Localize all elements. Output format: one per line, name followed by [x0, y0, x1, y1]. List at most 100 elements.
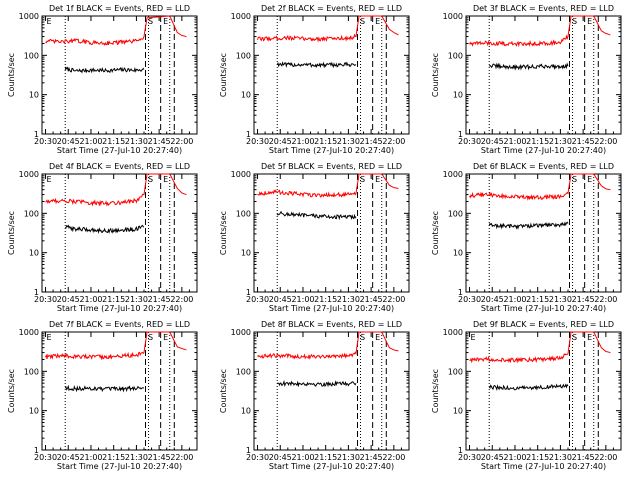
y-tick-label: 100 [24, 51, 39, 60]
chart-title: Det 1f BLACK = Events, RED = LLD [49, 4, 190, 13]
x-tick-label: 20:30 [458, 295, 481, 304]
plot-frame [465, 331, 622, 451]
y-tick-label: 1000 [443, 12, 463, 21]
y-tick-label: 1000 [231, 12, 251, 21]
plot-frame [253, 331, 410, 451]
x-tick-label: 21:15 [102, 137, 125, 146]
y-tick-label: 100 [448, 367, 463, 376]
x-tick-label: 21:45 [360, 453, 383, 462]
x-axis-label: Start Time (27-Jul-10 20:27:40) [269, 304, 394, 313]
event-marker-label: E [47, 175, 52, 184]
chart-panel: Det 3f BLACK = Events, RED = LLD 1 10 100 10… [431, 4, 622, 155]
chart-panel: Det 8f BLACK = Events, RED = LLD 1 10 100 10… [219, 320, 410, 471]
y-tick-label: 100 [24, 209, 39, 218]
x-tick-label: 21:45 [148, 295, 171, 304]
y-tick-label: 100 [236, 209, 251, 218]
x-tick-label: 21:00 [291, 295, 314, 304]
y-tick-label: 100 [24, 367, 39, 376]
plot-frame [465, 173, 622, 293]
x-tick-label: 21:45 [572, 295, 595, 304]
plot-frame [253, 173, 410, 293]
event-marker-label: S [360, 333, 365, 342]
x-tick-label: 21:00 [291, 137, 314, 146]
x-tick-label: 20:45 [481, 137, 504, 146]
x-tick-label: 20:30 [458, 453, 481, 462]
series-events-line [276, 210, 357, 221]
event-marker-label: E [163, 333, 168, 342]
x-tick-label: 22:00 [594, 137, 617, 146]
x-tick-label: 20:30 [34, 137, 57, 146]
x-axis-label: Start Time (27-Jul-10 20:27:40) [57, 146, 182, 155]
y-axis-label: Counts/sec [431, 369, 440, 413]
chart-panel: Det 5f BLACK = Events, RED = LLD 1 10 100 10… [219, 162, 410, 313]
x-tick-label: 21:00 [79, 295, 102, 304]
y-tick-label: 100 [236, 367, 251, 376]
y-axis-label: Counts/sec [431, 53, 440, 97]
x-axis-label: Start Time (27-Jul-10 20:27:40) [57, 304, 182, 313]
y-tick-label: 1 [458, 288, 463, 297]
x-tick-label: 20:30 [246, 453, 269, 462]
y-tick-label: 1 [458, 446, 463, 455]
series-lld-line [257, 15, 399, 43]
x-axis-label: Start Time (27-Jul-10 20:27:40) [269, 462, 394, 471]
event-marker-label: S [360, 175, 365, 184]
x-tick-label: 20:45 [269, 137, 292, 146]
series-lld-line [257, 331, 399, 360]
series-lld-line [469, 173, 611, 201]
y-axis-label: Counts/sec [431, 211, 440, 255]
x-tick-label: 21:30 [549, 137, 572, 146]
x-tick-label: 20:30 [246, 137, 269, 146]
series-events-line [276, 61, 357, 69]
x-tick-label: 21:45 [360, 295, 383, 304]
x-tick-label: 21:15 [526, 137, 549, 146]
y-tick-label: 1 [34, 446, 39, 455]
series-lld-line [257, 173, 399, 198]
x-tick-label: 21:30 [337, 137, 360, 146]
x-tick-label: 20:30 [458, 137, 481, 146]
y-tick-label: 1 [458, 130, 463, 139]
y-tick-label: 10 [29, 91, 39, 100]
chart-panel: Det 9f BLACK = Events, RED = LLD 1 10 100 10… [431, 320, 622, 471]
y-tick-label: 1000 [443, 170, 463, 179]
x-tick-label: 20:45 [57, 453, 80, 462]
x-tick-label: 21:15 [314, 453, 337, 462]
x-tick-label: 21:45 [148, 137, 171, 146]
series-lld-line [469, 15, 611, 48]
plot-frame [41, 15, 198, 135]
chart-title: Det 6f BLACK = Events, RED = LLD [473, 162, 614, 171]
y-tick-label: 10 [453, 91, 463, 100]
event-marker-label: E [47, 17, 52, 26]
series-events-line [277, 379, 357, 388]
x-axis-label: Start Time (27-Jul-10 20:27:40) [481, 146, 606, 155]
event-marker-label: S [572, 333, 577, 342]
x-tick-label: 20:45 [481, 453, 504, 462]
event-marker-label: E [587, 175, 592, 184]
event-marker-label: S [148, 333, 153, 342]
y-tick-label: 1 [34, 130, 39, 139]
x-tick-label: 21:00 [291, 453, 314, 462]
y-tick-label: 1000 [231, 170, 251, 179]
x-tick-label: 21:15 [314, 137, 337, 146]
x-tick-label: 21:00 [503, 453, 526, 462]
x-tick-label: 21:15 [102, 453, 125, 462]
series-events-line [488, 221, 569, 230]
plot-frame [41, 173, 198, 293]
x-tick-label: 21:30 [125, 453, 148, 462]
series-events-line [488, 383, 569, 391]
series-lld-line [45, 331, 187, 361]
x-tick-label: 20:45 [57, 137, 80, 146]
x-tick-label: 21:15 [314, 295, 337, 304]
y-tick-label: 10 [453, 407, 463, 416]
x-tick-label: 21:30 [125, 137, 148, 146]
chart-title: Det 5f BLACK = Events, RED = LLD [261, 162, 402, 171]
x-axis-label: Start Time (27-Jul-10 20:27:40) [481, 462, 606, 471]
y-axis-label: Counts/sec [219, 211, 228, 255]
chart-title: Det 3f BLACK = Events, RED = LLD [473, 4, 614, 13]
y-axis-label: Counts/sec [219, 369, 228, 413]
y-tick-label: 100 [448, 51, 463, 60]
x-tick-label: 20:30 [34, 453, 57, 462]
x-tick-label: 21:00 [79, 137, 102, 146]
event-marker-label: E [163, 175, 168, 184]
x-axis-label: Start Time (27-Jul-10 20:27:40) [57, 462, 182, 471]
